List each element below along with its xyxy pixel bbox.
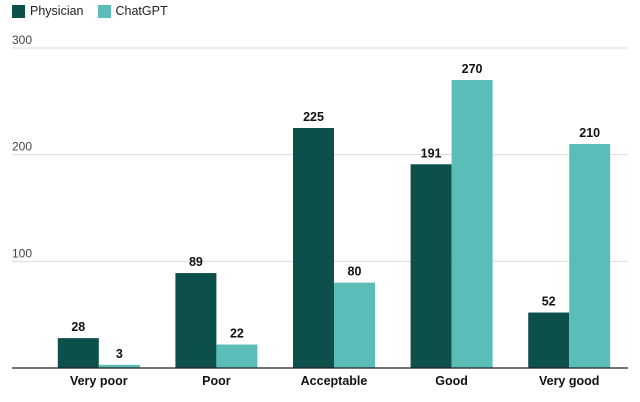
x-tick-label-very-poor: Very poor	[70, 374, 128, 388]
data-label-physician-poor: 89	[189, 255, 203, 269]
legend-item-chatgpt: ChatGPT	[97, 4, 168, 18]
legend-swatch-physician	[12, 4, 25, 18]
legend-label-chatgpt: ChatGPT	[115, 4, 168, 18]
bar-chatgpt-poor	[216, 344, 258, 368]
data-label-physician-very-poor: 28	[71, 320, 85, 334]
data-label-chatgpt-very-poor: 3	[116, 347, 123, 361]
y-tick-label-200: 200	[12, 140, 32, 154]
bar-physician-acceptable	[293, 128, 334, 368]
bar-physician-very-poor	[57, 338, 99, 368]
bar-chatgpt-acceptable	[334, 282, 375, 368]
y-tick-label-100: 100	[12, 246, 32, 260]
data-label-physician-good: 191	[421, 146, 442, 160]
x-tick-label-very-good: Very good	[539, 374, 599, 388]
legend-swatch-chatgpt	[97, 4, 111, 18]
y-tick-label-300: 300	[12, 33, 32, 47]
data-label-chatgpt-good: 270	[462, 62, 483, 76]
data-label-chatgpt-poor: 22	[230, 327, 244, 341]
data-label-physician-very-good: 52	[542, 295, 556, 309]
x-tick-label-acceptable: Acceptable	[301, 374, 368, 388]
legend-label-physician: Physician	[30, 4, 84, 18]
data-label-chatgpt-acceptable: 80	[348, 265, 362, 279]
legend: Physician ChatGPT	[12, 4, 182, 18]
bar-physician-poor	[175, 273, 217, 368]
x-tick-label-poor: Poor	[202, 374, 231, 388]
bar-chatgpt-very-good	[569, 144, 611, 368]
data-label-physician-acceptable: 225	[303, 110, 324, 124]
bar-physician-very-good	[528, 312, 570, 368]
bar-chatgpt-very-poor	[98, 364, 140, 368]
data-label-chatgpt-very-good: 210	[579, 126, 600, 140]
x-tick-label-good: Good	[435, 374, 468, 388]
bar-physician-good	[410, 164, 452, 368]
bar-chatgpt-good	[451, 80, 493, 368]
legend-item-physician: Physician	[12, 4, 84, 18]
